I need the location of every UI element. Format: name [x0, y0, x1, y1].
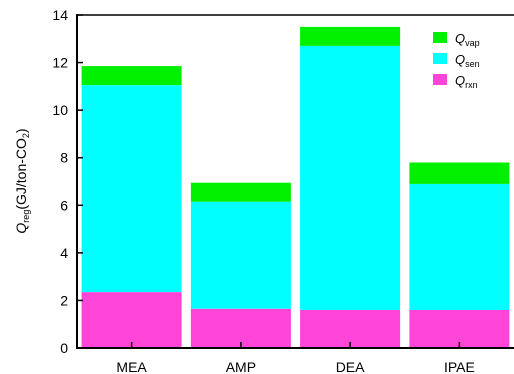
legend-swatch-vap: [433, 32, 447, 43]
x-tick-label: DEA: [336, 359, 365, 374]
bar-amp-rxn: [190, 308, 291, 348]
y-tick-label: 12: [52, 55, 68, 71]
y-axis-title: Qreg(GJ/ton-CO2): [13, 128, 31, 233]
bar-mea-vap: [81, 66, 182, 86]
legend-swatch-sen: [433, 53, 447, 64]
x-tick-label: IPAE: [444, 359, 475, 374]
bar-amp-vap: [190, 182, 291, 202]
bar-dea-rxn: [300, 309, 401, 348]
x-tick-label: AMP: [226, 359, 256, 374]
bars-group: [81, 26, 510, 348]
axes-group: MEA AMP DEA IPAE 0 2 4 6 8 10 12 14: [52, 7, 514, 374]
legend-label-vap: Qvap: [455, 31, 480, 48]
bar-amp-sen: [190, 201, 291, 309]
y-tick-label: 14: [52, 7, 68, 23]
legend: Qvap Qsen Qrxn: [433, 31, 480, 90]
bar-ipae-vap: [409, 162, 510, 184]
bar-ipae-sen: [409, 183, 510, 310]
legend-label-sen: Qsen: [455, 52, 480, 69]
x-tick-label: MEA: [116, 359, 147, 374]
bar-ipae-rxn: [409, 309, 510, 348]
y-axis-label: Qreg(GJ/ton-CO2): [13, 128, 31, 233]
bar-mea-sen: [81, 85, 182, 293]
y-tick-label: 2: [60, 292, 68, 308]
bar-dea-vap: [300, 26, 401, 46]
y-tick-label: 6: [60, 197, 68, 213]
y-tick-label: 0: [60, 340, 68, 356]
y-tick-label: 8: [60, 150, 68, 166]
y-tick-label: 10: [52, 102, 68, 118]
y-axis-label-text: Qreg(GJ/ton-CO2): [13, 128, 31, 233]
y-tick-label: 4: [60, 245, 68, 261]
bar-dea-sen: [300, 45, 401, 310]
bar-mea-rxn: [81, 292, 182, 348]
legend-swatch-rxn: [433, 74, 447, 85]
legend-label-rxn: Qrxn: [455, 73, 478, 90]
